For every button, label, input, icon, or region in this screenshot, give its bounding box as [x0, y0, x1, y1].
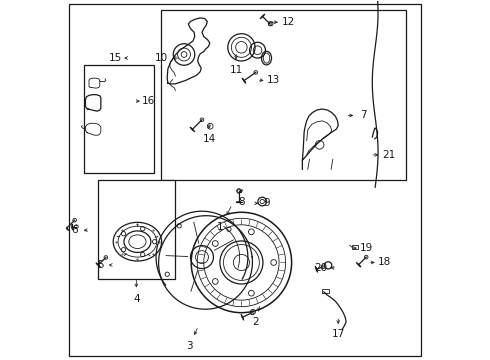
Text: 8: 8	[238, 197, 245, 207]
Text: 5: 5	[98, 260, 104, 270]
Text: 6: 6	[72, 225, 78, 235]
Text: 9: 9	[263, 198, 270, 208]
Text: 15: 15	[109, 53, 122, 63]
Bar	[322, 289, 329, 293]
Text: 1: 1	[217, 222, 224, 231]
Text: 21: 21	[382, 150, 395, 160]
Bar	[161, 10, 406, 180]
Bar	[98, 180, 175, 279]
Text: 20: 20	[315, 263, 328, 273]
Bar	[84, 65, 153, 173]
Text: 19: 19	[360, 243, 373, 253]
Text: 13: 13	[267, 75, 280, 85]
Bar	[352, 245, 358, 249]
Text: 17: 17	[332, 329, 345, 339]
Text: 12: 12	[282, 17, 295, 27]
Text: 7: 7	[360, 111, 367, 121]
Text: 4: 4	[133, 294, 140, 304]
Text: 18: 18	[377, 257, 391, 267]
Text: 2: 2	[252, 317, 259, 327]
Text: 16: 16	[142, 96, 155, 106]
Text: 3: 3	[186, 341, 193, 351]
Text: 10: 10	[155, 53, 169, 63]
Text: 11: 11	[229, 64, 243, 75]
Text: 14: 14	[202, 134, 216, 144]
